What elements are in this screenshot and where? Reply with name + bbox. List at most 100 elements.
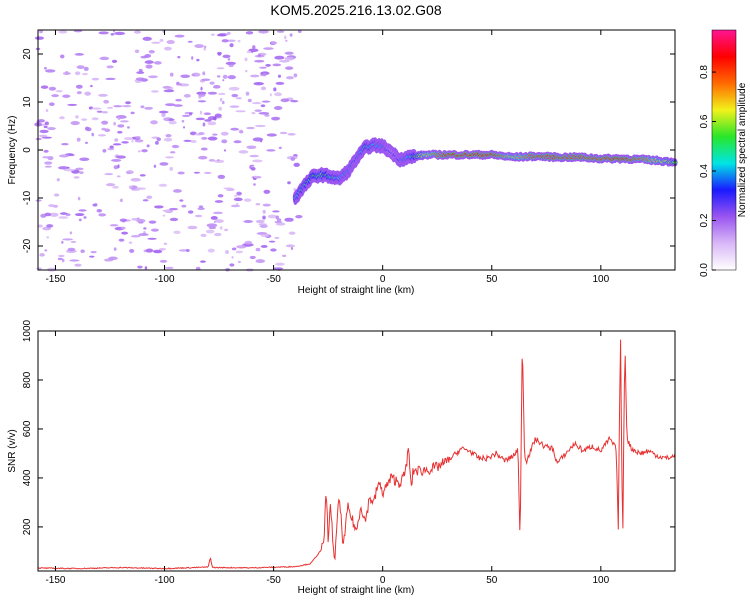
noise-speckle [210, 215, 218, 220]
noise-speckle [166, 39, 175, 45]
spectrogram-y-ticks: -20 -10 0 10 20 [22, 48, 675, 253]
noise-speckle [195, 117, 205, 121]
noise-speckle [165, 156, 175, 159]
noise-speckle [114, 138, 119, 142]
noise-speckle [150, 228, 159, 232]
noise-speckle [213, 159, 225, 163]
noise-speckle [200, 86, 203, 91]
noise-speckle [285, 66, 294, 70]
noise-speckle [159, 38, 164, 42]
noise-speckle [216, 75, 221, 78]
x-tick-label: -100 [155, 575, 175, 586]
noise-speckle [140, 105, 145, 109]
noise-speckle [288, 231, 296, 235]
noise-speckle [181, 114, 191, 117]
noise-speckle [74, 53, 84, 56]
spectrogram-y-axis-label: Frequency (Hz) [7, 116, 18, 185]
noise-speckle [61, 240, 64, 244]
noise-speckle [144, 53, 152, 58]
noise-speckle [179, 199, 184, 202]
noise-speckle [39, 29, 43, 34]
noise-speckle [66, 166, 70, 169]
noise-speckle [89, 255, 95, 258]
noise-speckle [129, 249, 135, 253]
noise-speckle [79, 171, 84, 175]
noise-speckle [57, 257, 63, 261]
noise-speckle [228, 64, 234, 68]
noise-speckle [197, 207, 205, 211]
noise-speckle [141, 149, 148, 153]
noise-speckle [152, 249, 163, 254]
noise-speckle [279, 131, 288, 135]
noise-speckle [80, 249, 85, 253]
noise-speckle [136, 71, 145, 75]
noise-speckle [271, 41, 277, 45]
noise-speckle [181, 119, 185, 123]
noise-speckle [61, 143, 69, 146]
noise-speckle [92, 203, 97, 207]
noise-speckle [236, 202, 239, 206]
noise-speckle [133, 30, 142, 34]
noise-speckle [128, 185, 133, 189]
noise-speckle [34, 36, 45, 40]
noise-speckle [278, 146, 282, 150]
noise-speckle [121, 231, 129, 235]
noise-speckle [111, 158, 122, 162]
noise-speckle [262, 215, 266, 220]
noise-speckle [150, 120, 158, 125]
noise-speckle [121, 104, 132, 108]
noise-speckle [113, 121, 116, 126]
noise-speckle [271, 116, 281, 121]
noise-speckle [40, 85, 49, 89]
noise-speckle [113, 105, 123, 108]
noise-speckle [158, 110, 169, 114]
noise-speckle [265, 63, 271, 67]
noise-speckle [295, 215, 303, 219]
noise-speckle [270, 248, 277, 252]
noise-speckle [56, 178, 60, 182]
noise-speckle [200, 233, 207, 238]
noise-speckle [231, 247, 237, 251]
spectrogram-plot-area [38, 30, 675, 270]
noise-speckle [137, 265, 143, 269]
noise-speckle [214, 113, 222, 118]
noise-speckle [103, 99, 110, 104]
x-tick-label: -50 [266, 274, 281, 285]
x-tick-label: 0 [380, 575, 386, 586]
noise-speckle [125, 170, 134, 175]
noise-speckle [115, 115, 127, 119]
noise-speckle [208, 226, 217, 230]
noise-speckle [290, 99, 299, 103]
colorbar-gradient [711, 29, 737, 271]
noise-speckle [69, 231, 73, 235]
noise-speckle [153, 164, 157, 168]
noise-speckle [60, 54, 65, 59]
noise-speckle [255, 203, 261, 206]
noise-speckle [183, 139, 192, 142]
noise-speckle [52, 204, 59, 208]
spectrogram-noise-speckles [34, 29, 303, 272]
noise-speckle [203, 112, 212, 116]
noise-speckle [255, 247, 261, 252]
noise-speckle [227, 58, 231, 61]
noise-speckle [173, 230, 181, 234]
noise-speckle [175, 98, 182, 102]
noise-speckle [74, 213, 85, 217]
noise-speckle [256, 232, 268, 235]
noise-speckle [219, 97, 223, 102]
noise-speckle [162, 209, 171, 213]
noise-speckle [262, 209, 266, 214]
noise-speckle [130, 177, 141, 182]
noise-speckle [285, 244, 295, 248]
noise-speckle [198, 205, 204, 208]
noise-speckle [212, 133, 218, 136]
noise-speckle [120, 226, 126, 230]
noise-speckle [207, 136, 218, 141]
noise-speckle [96, 208, 103, 213]
noise-speckle [74, 71, 81, 76]
noise-speckle [58, 254, 65, 258]
noise-speckle [142, 199, 149, 202]
noise-speckle [231, 255, 234, 259]
noise-speckle [273, 87, 277, 92]
noise-speckle [48, 102, 55, 107]
